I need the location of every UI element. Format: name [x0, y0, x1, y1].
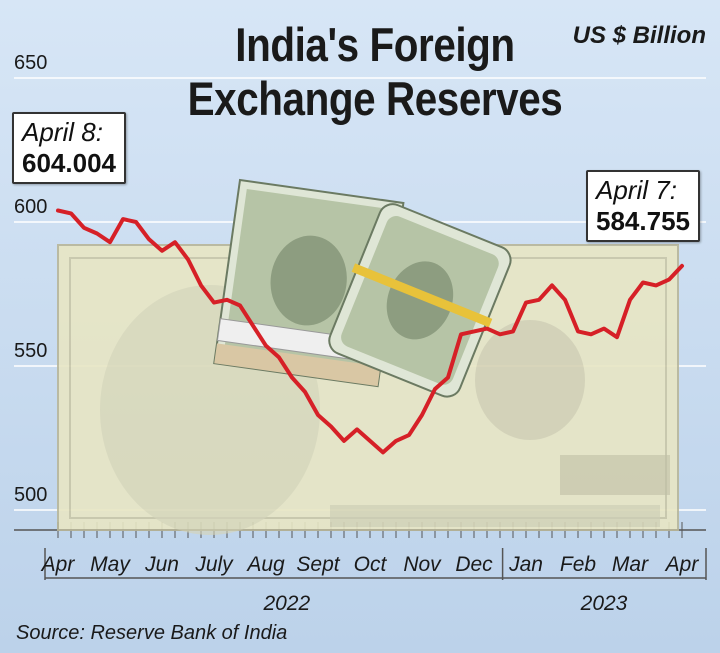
y-tick-label-600: 600 [14, 196, 48, 218]
x-tick-label: Dec [455, 553, 493, 576]
data-point [264, 344, 268, 348]
data-point [147, 237, 151, 241]
x-tick-label: Aug [247, 553, 285, 576]
data-point [173, 240, 177, 244]
end-value-callout: April 7: 584.755 [586, 170, 700, 242]
data-point [446, 376, 450, 380]
data-point [225, 298, 229, 302]
data-point [394, 439, 398, 443]
end-value-label: 584.755 [596, 206, 690, 236]
data-point [615, 335, 619, 339]
data-point [511, 329, 515, 333]
data-point [524, 301, 528, 305]
x-tick-label: Apr [41, 553, 75, 576]
data-point [602, 327, 606, 331]
start-date-label: April 8: [22, 117, 103, 147]
data-point [589, 332, 593, 336]
data-point [641, 280, 645, 284]
data-point [303, 390, 307, 394]
data-point [407, 433, 411, 437]
x-tick-label: Sept [296, 553, 340, 576]
data-point [563, 298, 567, 302]
data-point [251, 324, 255, 328]
data-point [472, 329, 476, 333]
data-point [329, 424, 333, 428]
data-point [316, 413, 320, 417]
y-tick-label-550: 550 [14, 340, 48, 362]
data-point [381, 450, 385, 454]
data-point [108, 240, 112, 244]
x-tick-label: July [195, 553, 233, 576]
year-label-2022: 2022 [263, 592, 311, 615]
data-point [576, 329, 580, 333]
data-point [290, 376, 294, 380]
unit-label: US $ Billion [572, 22, 706, 49]
x-tick-label: Nov [403, 553, 441, 576]
data-point [368, 439, 372, 443]
data-point [537, 298, 541, 302]
data-point [277, 355, 281, 359]
x-tick-label: Apr [665, 553, 699, 576]
data-point [56, 208, 60, 212]
chart-title-line2: Exchange Reserves [187, 72, 563, 125]
year-label-2023: 2023 [580, 592, 628, 615]
chart-title: India's Foreign Exchange Reserves [182, 18, 569, 126]
data-point [355, 427, 359, 431]
data-point [199, 283, 203, 287]
data-point [654, 283, 658, 287]
data-point [342, 439, 346, 443]
data-point [485, 327, 489, 331]
source-note: Source: Reserve Bank of India [16, 622, 288, 644]
start-value-label: 604.004 [22, 148, 116, 178]
x-tick-label: Feb [559, 553, 597, 576]
data-point [459, 332, 463, 336]
x-tick-label: May [90, 553, 130, 576]
x-tick-label: Mar [611, 553, 649, 576]
x-tick-label: Jan [509, 553, 543, 576]
data-point [69, 211, 73, 215]
data-point [121, 217, 125, 221]
start-value-callout: April 8: 604.004 [12, 112, 126, 184]
x-tick-label: Jun [145, 553, 179, 576]
data-point [186, 257, 190, 261]
data-point [95, 232, 99, 236]
end-date-label: April 7: [596, 175, 677, 205]
data-point [667, 278, 671, 282]
data-point [550, 283, 554, 287]
data-point [238, 304, 242, 308]
y-tick-label-500: 500 [14, 484, 48, 506]
y-tick-label-650: 650 [14, 52, 48, 74]
data-point [498, 332, 502, 336]
data-point [420, 413, 424, 417]
banknote-illustration [57, 244, 679, 535]
data-point [134, 220, 138, 224]
data-point [212, 301, 216, 305]
data-point [628, 298, 632, 302]
data-point [82, 226, 86, 230]
data-point [680, 264, 684, 268]
x-tick-label: Oct [353, 553, 387, 576]
data-point [433, 387, 437, 391]
data-point [160, 249, 164, 253]
chart-title-line1: India's Foreign [235, 18, 515, 71]
